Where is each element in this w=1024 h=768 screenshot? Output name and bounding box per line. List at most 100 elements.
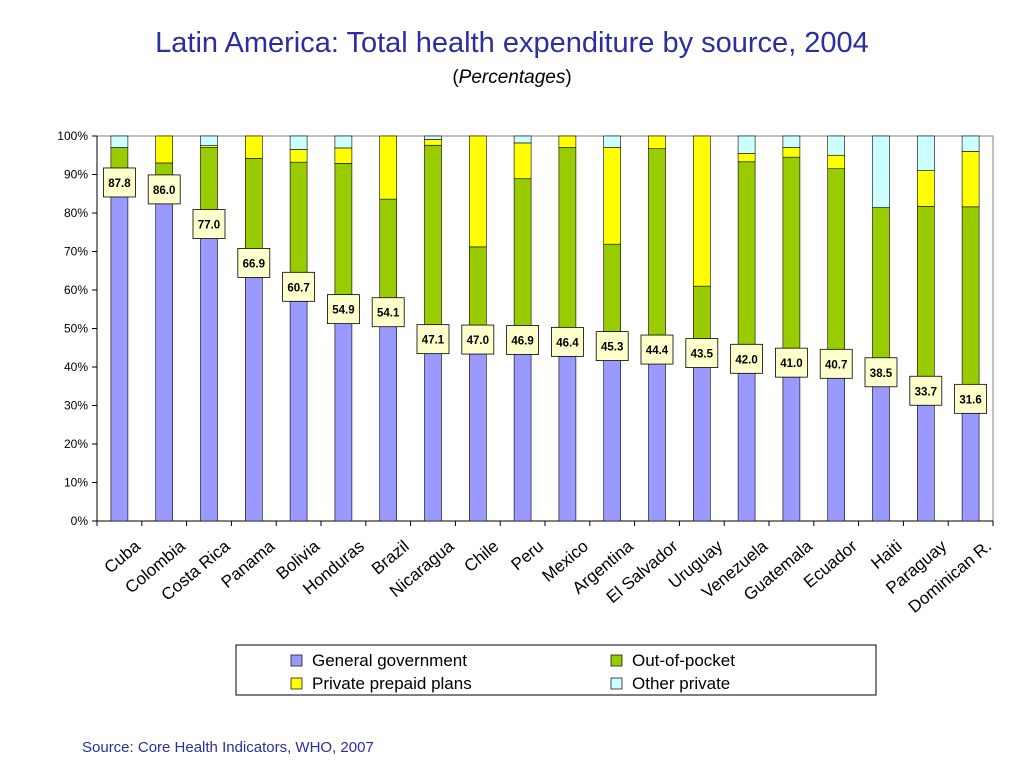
bar-segment (916, 206, 935, 392)
bar-segment (334, 135, 353, 149)
data-label-box (595, 331, 629, 361)
bar-segment (782, 362, 801, 522)
bar-segment (424, 135, 442, 140)
data-label-box (775, 347, 808, 378)
bar-segment (827, 154, 846, 170)
legend-label: Private prepaid plans (312, 674, 472, 693)
bar-segment (513, 135, 532, 144)
y-tick-label: 90% (64, 168, 88, 182)
y-tick-label: 80% (64, 206, 88, 220)
bar-segment (872, 372, 890, 522)
data-label-box (103, 167, 136, 198)
bar-segment (782, 135, 801, 148)
bar-segment (827, 364, 846, 522)
data-label: 46.9 (511, 335, 533, 347)
data-label: 45.3 (601, 342, 623, 354)
bar-segment (916, 390, 935, 522)
bar-segment (961, 206, 980, 400)
bar-segment (468, 135, 487, 248)
data-label: 41.0 (780, 358, 802, 370)
bar-segment (872, 207, 890, 374)
legend-label: Other private (632, 674, 730, 693)
data-label: 46.4 (556, 337, 579, 349)
data-label-box (416, 324, 450, 355)
bar-segment (648, 148, 666, 351)
bar-segment (827, 168, 846, 365)
data-label: 31.6 (959, 394, 981, 406)
bar-segment (424, 144, 442, 340)
data-label-box (282, 271, 316, 302)
bar-segment (961, 135, 980, 152)
bar-segment (468, 339, 487, 522)
bar-segment (289, 287, 308, 522)
bar-segment (558, 342, 577, 522)
bar-segment (110, 135, 129, 148)
bar-segment (334, 163, 353, 310)
data-label-box (237, 248, 271, 278)
data-label: 33.7 (915, 386, 937, 398)
bar-segment (379, 135, 398, 200)
data-label-box (730, 343, 763, 374)
legend-box (235, 644, 877, 696)
bar-segment (737, 153, 756, 163)
stacked-bar-chart: 0% 10% 20% 30% 40% 50% 60% 70% 80% 90% 100% 87.8 86.… (57, 129, 995, 696)
bar-segment (737, 135, 756, 154)
bar-segment (155, 189, 173, 522)
bar-segment (648, 349, 666, 522)
subtitle-text: Percentages (458, 67, 566, 88)
bar-segment (513, 178, 532, 341)
bar-segment (110, 182, 129, 522)
data-label-box (147, 174, 181, 205)
bar-segment (245, 263, 263, 522)
data-label: 40.7 (825, 359, 847, 371)
bar-segment (827, 135, 846, 156)
bar-segment (916, 170, 935, 207)
data-label: 47.0 (467, 335, 489, 347)
data-label: 38.5 (870, 368, 893, 380)
y-tick-label: 50% (64, 322, 88, 336)
data-label: 42.0 (735, 354, 757, 366)
data-label: 87.8 (108, 178, 131, 190)
y-tick-label: 10% (64, 476, 88, 490)
legend-swatch (610, 654, 623, 667)
bar-segment (424, 139, 442, 146)
x-category-label: Chile (460, 537, 502, 576)
y-tick-label: 30% (64, 399, 88, 413)
bar-segment (513, 340, 532, 522)
data-label: 54.9 (332, 305, 354, 317)
data-label-box (909, 375, 943, 406)
bar-segment (513, 142, 532, 180)
data-label-box (192, 209, 226, 239)
data-label-box (640, 334, 674, 365)
source-note: Source: Core Health Indicators, WHO, 200… (82, 739, 374, 756)
bar-segment (289, 161, 308, 288)
y-tick-label: 70% (64, 245, 88, 259)
bar-segment (379, 198, 398, 314)
bar-segment (245, 158, 263, 264)
bar-segment (379, 312, 398, 522)
bar-segment (961, 151, 980, 208)
data-label: 47.1 (422, 335, 445, 347)
subtitle-close-paren: ) (565, 67, 572, 88)
data-label: 54.1 (377, 308, 400, 320)
legend-swatch (610, 677, 623, 690)
legend-label: Out-of-pocket (632, 651, 735, 670)
bar-segment (155, 135, 173, 164)
data-label: 86.0 (153, 185, 175, 197)
bar-segment (603, 346, 622, 522)
bar-segment (334, 309, 353, 522)
data-label-box (326, 294, 360, 325)
chart-subtitle: (Percentages) (0, 66, 1024, 90)
data-label-box (551, 326, 584, 357)
legend-swatch (290, 677, 303, 690)
subtitle-open-paren: ( (452, 67, 459, 88)
bar-segment (872, 135, 890, 208)
data-label: 66.9 (243, 258, 265, 270)
bar-segment (692, 353, 711, 522)
data-label: 60.7 (287, 282, 309, 294)
data-label: 77.0 (198, 220, 220, 232)
bar-segment (603, 147, 622, 245)
y-tick-label: 40% (64, 360, 88, 374)
y-tick-label: 100% (57, 129, 88, 143)
data-label: 43.5 (691, 349, 714, 361)
